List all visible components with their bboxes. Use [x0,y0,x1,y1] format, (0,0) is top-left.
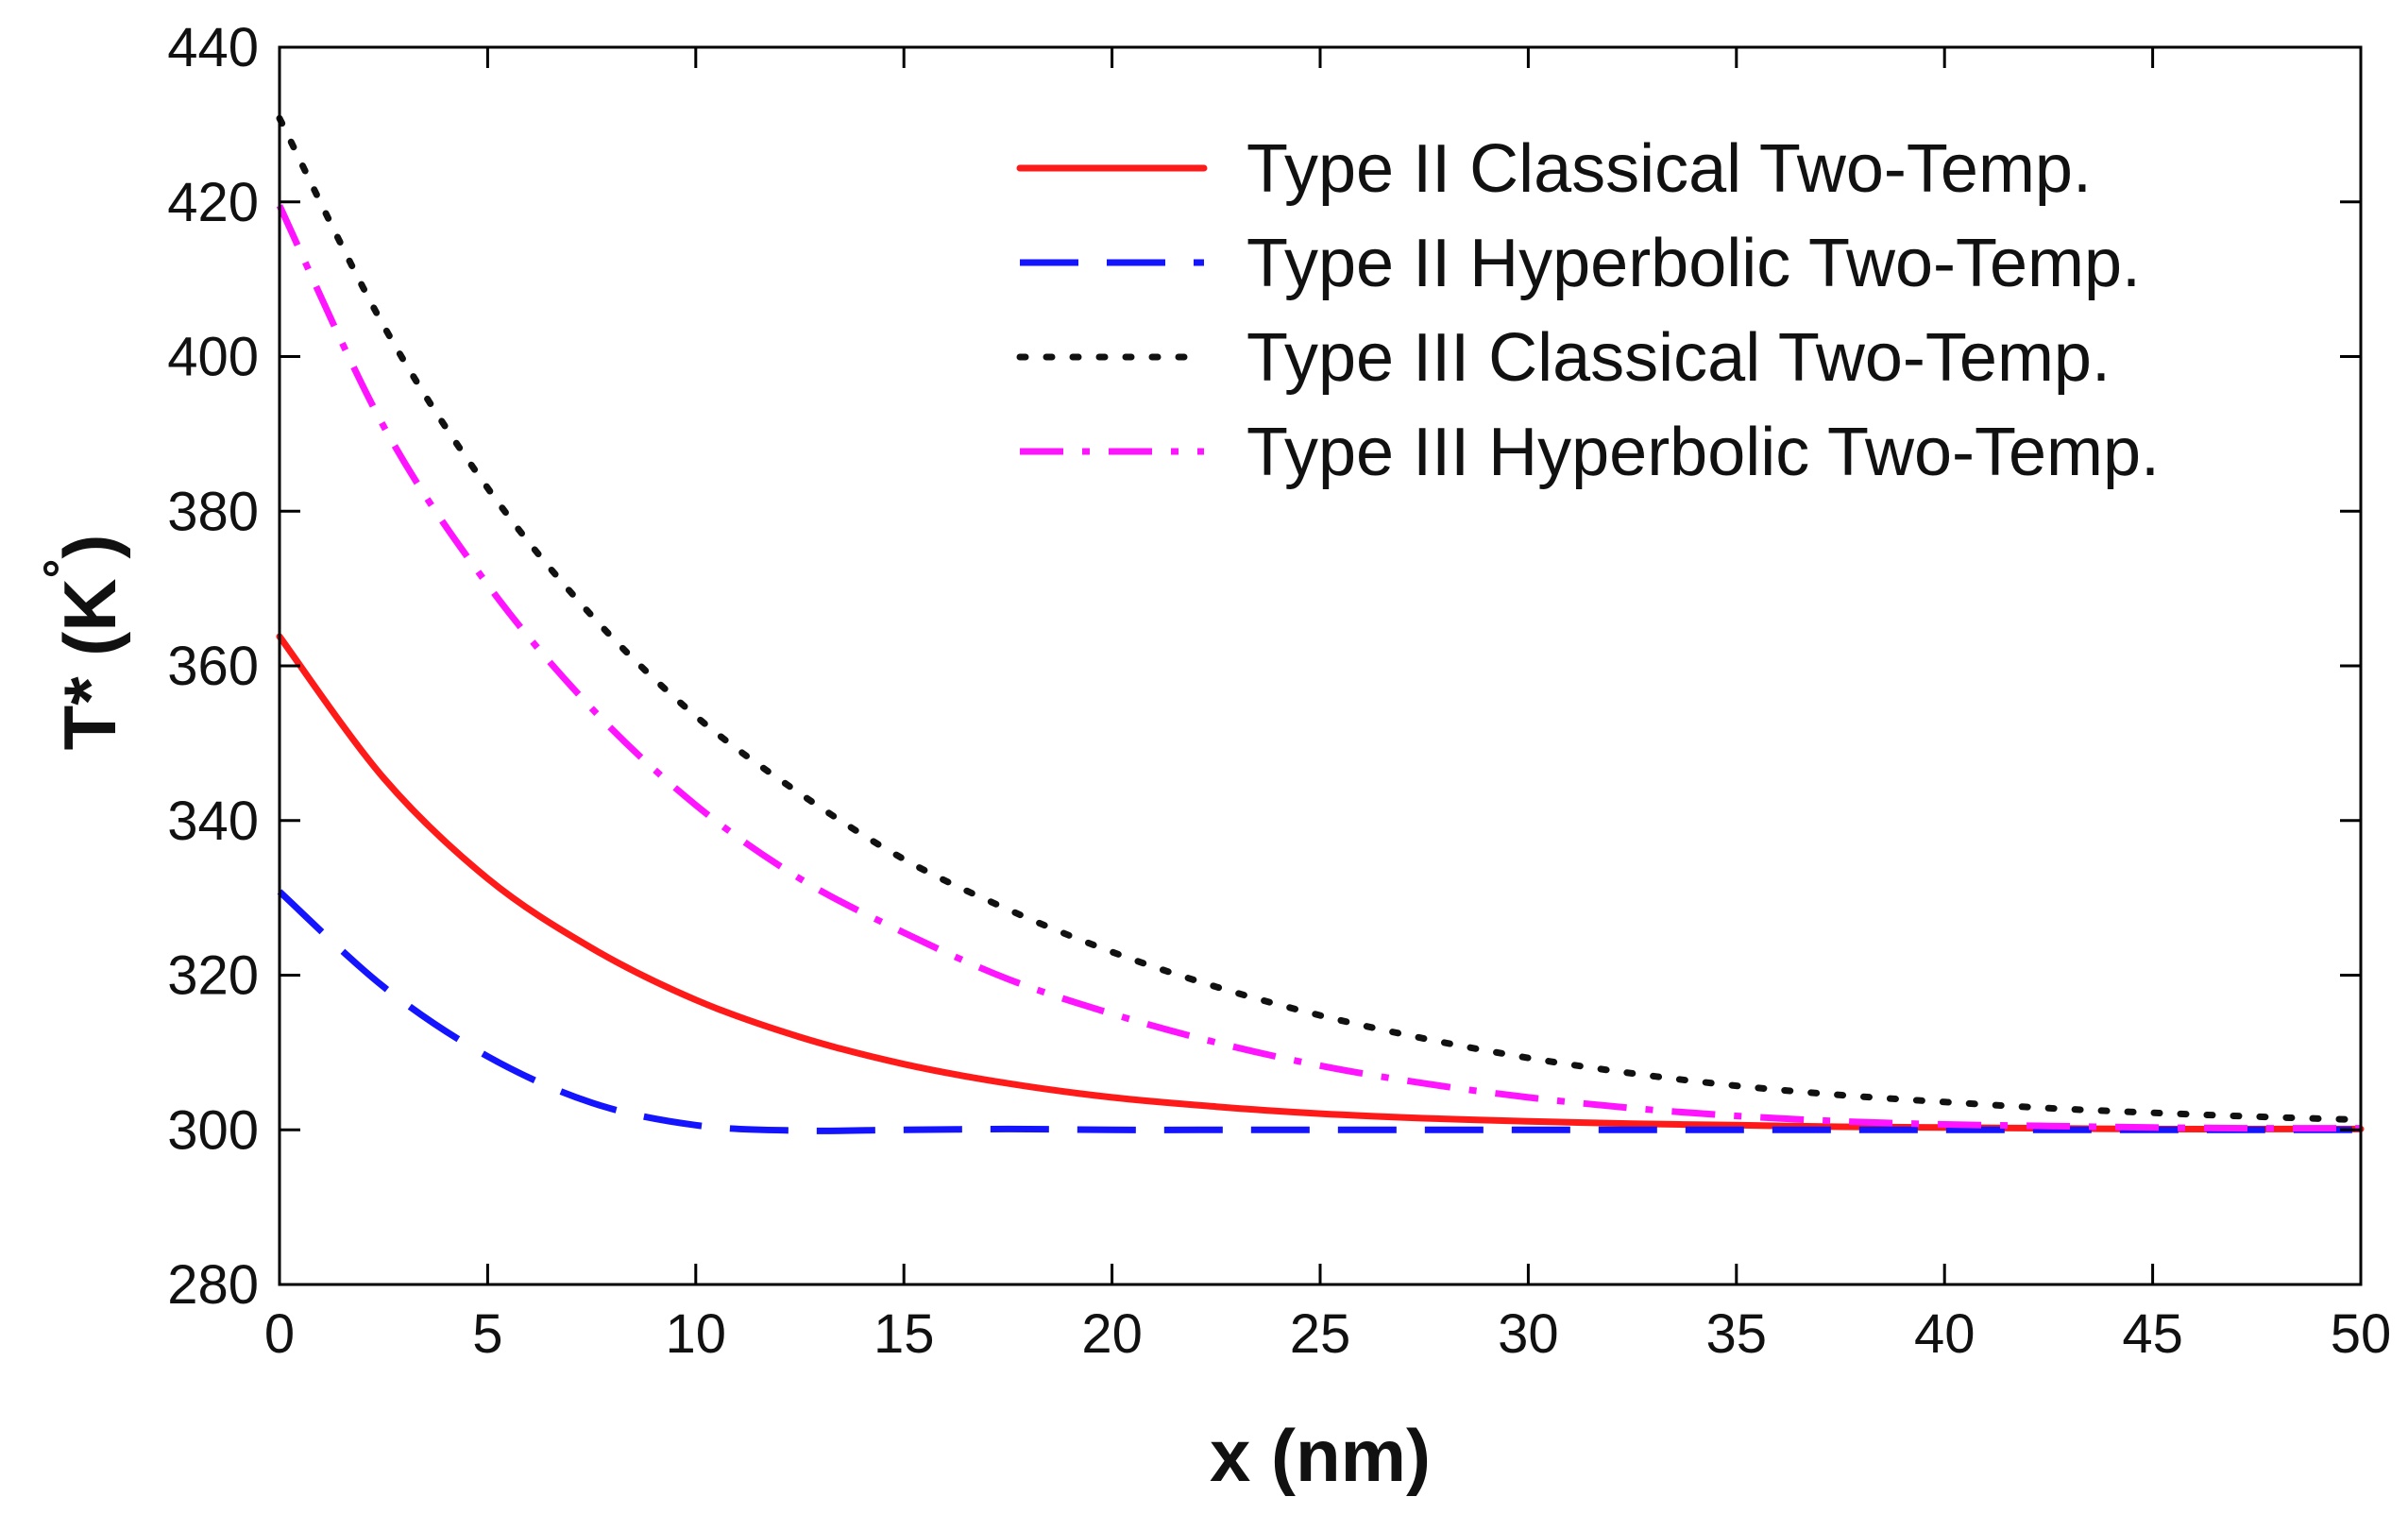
x-tick-label: 40 [1914,1303,1976,1365]
x-tick-label: 25 [1290,1303,1351,1365]
series-line-2 [277,889,2362,1134]
x-tick-label: 15 [873,1303,935,1365]
y-tick-label: 420 [167,172,259,233]
y-tick-label: 360 [167,636,259,697]
y-axis-label-degree: ° [34,559,89,579]
x-axis-label: x (nm) [1210,1414,1431,1497]
x-tick-label: 0 [264,1303,295,1365]
y-axis-label: T* (K°) [34,535,131,751]
x-tick-label: 50 [2331,1303,2392,1365]
x-tick-label: 35 [1706,1303,1768,1365]
x-tick-label: 20 [1081,1303,1143,1365]
y-tick-label: 340 [167,791,259,852]
svg-text:T* (K°): T* (K°) [34,535,131,751]
y-tick-label: 440 [167,17,259,78]
x-tick-label: 30 [1498,1303,1559,1365]
y-tick-label: 380 [167,481,259,542]
x-tick-label: 45 [2122,1303,2183,1365]
legend-label-4: Type III Hyperbolic Two-Temp. [1246,415,2160,490]
y-tick-label: 400 [167,327,259,388]
series-layer [276,114,2365,1134]
y-axis-label-main: T* (K [48,578,131,750]
x-tick-label: 5 [472,1303,502,1365]
y-tick-label: 320 [167,945,259,1007]
legend-label-2: Type II Hyperbolic Two-Temp. [1246,226,2141,301]
tick-layer: 0 5 10 15 20 25 30 35 40 45 50 280 300 320 340 360 380 40… [167,17,2391,1365]
x-tick-label: 10 [666,1303,727,1365]
y-tick-label: 280 [167,1254,259,1316]
y-tick-label: 300 [167,1099,259,1161]
legend: Type II Classical Two-Temp. Type II Hyper… [1016,131,2160,490]
y-axis-label-close: ) [48,535,131,559]
legend-label-3: Type III Classical Two-Temp. [1246,320,2111,396]
legend-label-1: Type II Classical Two-Temp. [1246,131,2092,207]
series-line-4 [276,204,2362,1132]
